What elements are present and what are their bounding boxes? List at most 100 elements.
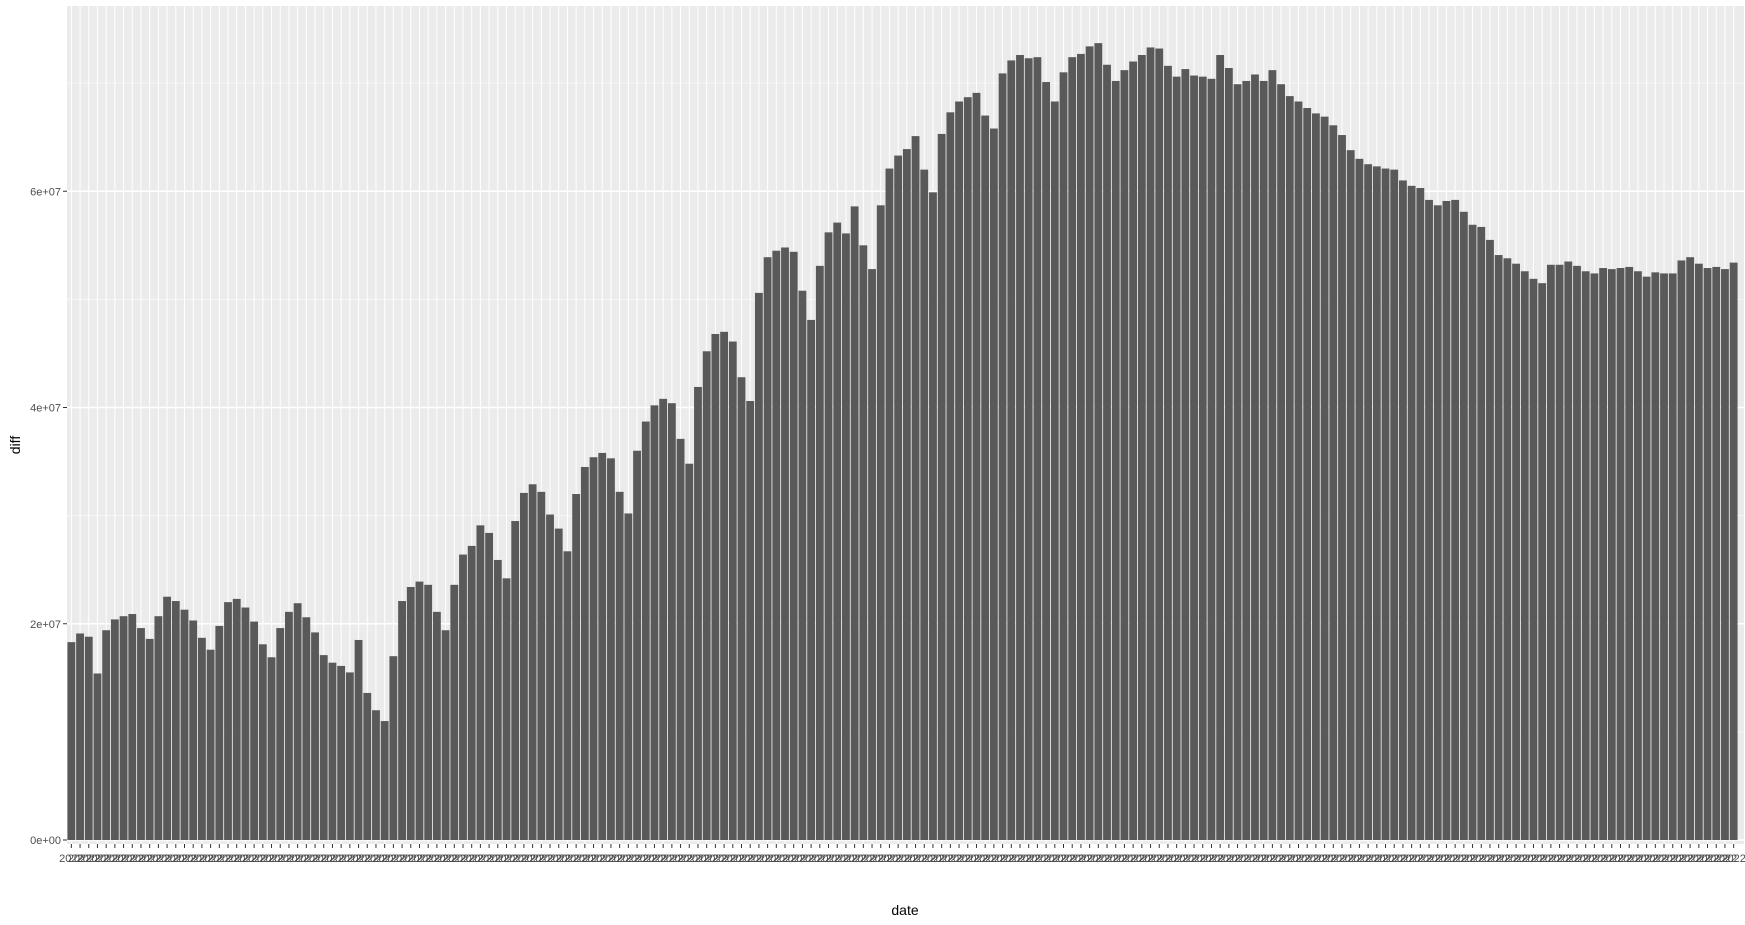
- x-tick-label: 2022: [1365, 853, 1389, 865]
- x-tick-label: 2022: [477, 853, 501, 865]
- x-tick-label: 2022: [1130, 853, 1154, 865]
- bar: [363, 692, 372, 840]
- bar: [485, 532, 494, 840]
- x-tick-label: 2022: [747, 853, 771, 865]
- bar: [267, 657, 276, 840]
- x-tick-label: 2022: [1695, 853, 1719, 865]
- x-tick-label: 2022: [1521, 853, 1545, 865]
- x-tick-label: 2022: [546, 853, 570, 865]
- bar: [1538, 283, 1547, 840]
- bar: [1486, 239, 1494, 840]
- x-tick-label: 2022: [251, 853, 275, 865]
- bar: [711, 333, 720, 840]
- x-tick-label: 2022: [1434, 853, 1458, 865]
- x-tick-label: 2022: [303, 853, 327, 865]
- bar: [511, 521, 520, 840]
- x-tick-label: 2022: [1077, 853, 1101, 865]
- bar: [824, 232, 833, 840]
- bar: [1303, 107, 1312, 840]
- x-tick-label: 2022: [642, 853, 666, 865]
- x-tick-label: 2022: [390, 853, 414, 865]
- bar: [659, 398, 668, 840]
- bar: [1703, 268, 1712, 840]
- bar: [337, 665, 346, 840]
- bar: [1686, 257, 1695, 840]
- bar: [833, 222, 842, 840]
- x-tick-label: 2022: [799, 853, 823, 865]
- bar: [1642, 276, 1651, 840]
- x-tick-label: 2022: [494, 853, 518, 865]
- x-tick-label: 2022: [68, 853, 92, 865]
- bar: [955, 101, 963, 841]
- x-axis: 2022202220222022202220222022202220222022…: [59, 844, 1745, 865]
- bar: [1590, 273, 1599, 840]
- x-tick-label: 2022: [103, 853, 127, 865]
- bar: [842, 233, 850, 840]
- x-tick-label: 2022: [1460, 853, 1484, 865]
- x-tick-label: 2022: [190, 853, 214, 865]
- y-axis-title: diff: [7, 436, 23, 455]
- bar: [1155, 48, 1164, 840]
- x-tick-label: 2022: [1060, 853, 1084, 865]
- x-tick-label: 2022: [137, 853, 161, 865]
- bar: [989, 128, 998, 841]
- bar: [1320, 116, 1329, 841]
- x-tick-label: 2022: [1573, 853, 1597, 865]
- bar: [920, 169, 929, 840]
- x-tick-label: 2022: [1051, 853, 1075, 865]
- x-tick-label: 2022: [1478, 853, 1502, 865]
- bar: [1294, 101, 1303, 841]
- x-tick-label: 2022: [1199, 853, 1223, 865]
- bar: [1694, 263, 1703, 841]
- bar: [241, 607, 250, 840]
- x-tick-label: 2022: [703, 853, 727, 865]
- x-tick-label: 2022: [712, 853, 736, 865]
- bar: [1520, 271, 1529, 840]
- x-tick-label: 2022: [590, 853, 614, 865]
- x-tick-label: 2022: [486, 853, 510, 865]
- x-tick-label: 2022: [94, 853, 118, 865]
- bar: [859, 245, 868, 840]
- bar: [1094, 43, 1103, 840]
- x-tick-label: 2022: [259, 853, 283, 865]
- x-tick-label: 2022: [1608, 853, 1632, 865]
- bar: [1364, 164, 1373, 840]
- x-tick-label: 2022: [834, 853, 858, 865]
- x-tick-label: 2022: [1138, 853, 1162, 865]
- bar: [1024, 58, 1033, 841]
- x-tick-label: 2022: [1269, 853, 1293, 865]
- x-tick-label: 2022: [129, 853, 153, 865]
- bar: [441, 630, 450, 840]
- x-tick-label: 2022: [459, 853, 483, 865]
- x-tick-label: 2022: [990, 853, 1014, 865]
- bar: [1181, 69, 1190, 841]
- x-tick-label: 2022: [207, 853, 231, 865]
- x-tick-label: 2022: [616, 853, 640, 865]
- x-tick-label: 2022: [790, 853, 814, 865]
- bar: [641, 421, 650, 840]
- x-tick-label: 2022: [111, 853, 135, 865]
- bar: [311, 632, 319, 840]
- x-tick-label: 2022: [729, 853, 753, 865]
- x-tick-label: 2022: [59, 853, 83, 865]
- x-tick-label: 2022: [1495, 853, 1519, 865]
- x-tick-label: 2022: [808, 853, 832, 865]
- y-tick-label: 4e+07: [30, 403, 61, 415]
- bar: [398, 601, 406, 840]
- x-tick-label: 2022: [277, 853, 301, 865]
- bar: [1007, 60, 1016, 840]
- x-tick-label: 2022: [825, 853, 849, 865]
- x-tick-label: 2022: [1260, 853, 1284, 865]
- x-tick-label: 2022: [433, 853, 457, 865]
- bar: [1633, 271, 1642, 840]
- x-tick-label: 2022: [1399, 853, 1423, 865]
- bar: [1529, 278, 1538, 840]
- bar: [502, 578, 511, 840]
- x-tick-label: 2022: [346, 853, 370, 865]
- bar: [1668, 273, 1677, 840]
- bar: [1076, 53, 1085, 840]
- x-tick-label: 2022: [851, 853, 875, 865]
- bar: [459, 554, 467, 840]
- x-tick-label: 2022: [1016, 853, 1040, 865]
- x-tick-label: 2022: [1660, 853, 1684, 865]
